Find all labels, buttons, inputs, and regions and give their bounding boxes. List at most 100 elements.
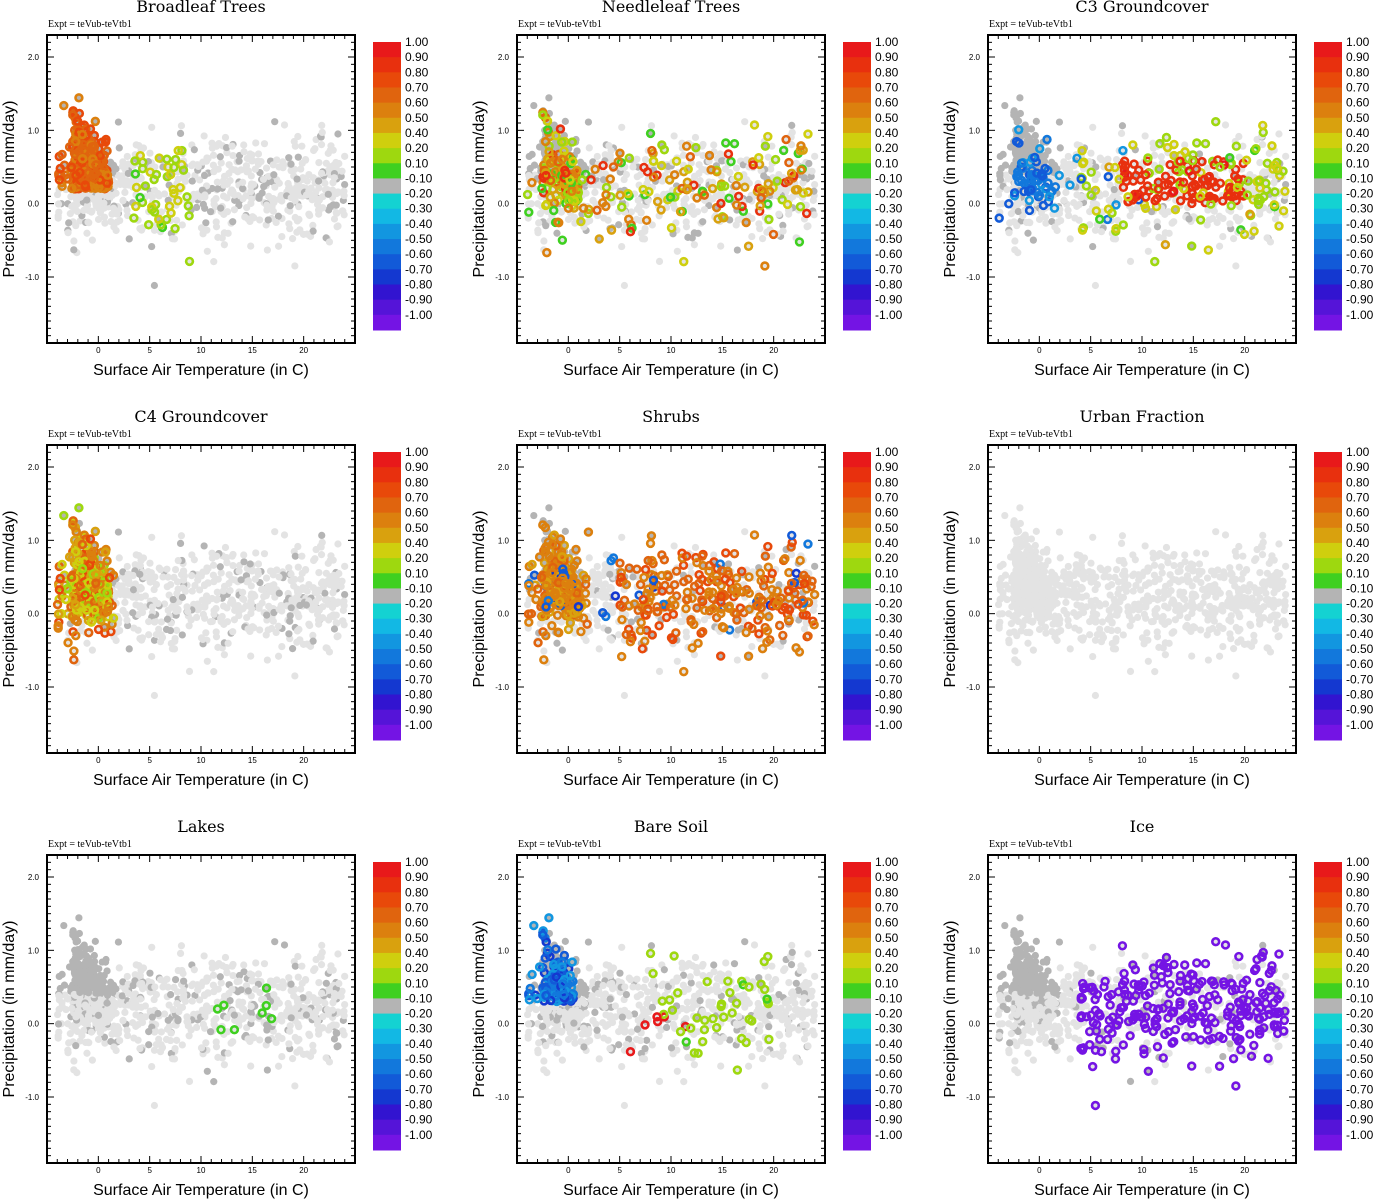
data-point [1282, 152, 1290, 160]
colorbar-label: -0.20 [405, 187, 433, 201]
data-point [545, 94, 553, 102]
data-point [213, 178, 221, 186]
data-point [119, 196, 127, 204]
data-point [157, 208, 165, 216]
colorbar-label: 0.20 [875, 141, 899, 155]
highlight-point [803, 187, 813, 197]
highlight-point [624, 153, 634, 163]
colorbar-swatch [373, 132, 401, 149]
data-point [83, 229, 91, 237]
data-point [1026, 219, 1034, 227]
highlight-point [623, 188, 633, 199]
highlight-point [545, 175, 556, 186]
highlight-point [733, 171, 744, 182]
highlight-point [764, 214, 774, 225]
highlight-point [80, 180, 90, 190]
x-tick-label: 20 [769, 346, 778, 355]
data-point [996, 176, 1004, 184]
data-point [287, 160, 295, 168]
data-point [327, 142, 335, 150]
data-point [641, 224, 649, 233]
data-point [200, 132, 208, 140]
data-point [997, 164, 1005, 173]
colorbar-swatch [843, 254, 871, 270]
data-point [247, 242, 255, 250]
highlight-point [795, 201, 806, 212]
data-point [123, 152, 131, 161]
highlight-point [683, 164, 693, 174]
data-point [586, 216, 594, 225]
data-point [265, 192, 273, 200]
data-point [295, 203, 303, 211]
colorbar-swatch [373, 87, 401, 104]
data-point [125, 235, 133, 243]
highlight-point [625, 227, 636, 237]
data-point [1013, 222, 1021, 230]
data-point [325, 238, 334, 246]
data-point [324, 190, 332, 198]
data-point [270, 171, 278, 179]
y-axis-label: Precipitation (in mm/day) [1, 101, 18, 278]
data-point [69, 202, 77, 211]
colorbar-swatch [373, 193, 401, 210]
x-tick-label: 0 [96, 346, 101, 355]
data-point [322, 159, 330, 167]
colorbar-label: 0.70 [405, 80, 429, 94]
data-point [734, 216, 742, 224]
colorbar-label: -0.50 [405, 232, 433, 246]
data-point [1004, 174, 1012, 183]
data-point [593, 152, 601, 161]
colorbar-label: -0.50 [875, 232, 903, 246]
y-tick-label: -1.0 [495, 273, 509, 282]
colorbar-label: 0.50 [405, 111, 429, 125]
data-point [673, 247, 681, 255]
highlight-point [70, 136, 81, 147]
data-point [709, 195, 717, 203]
experiment-label: Expt = teVub-teVtb1 [48, 19, 132, 30]
data-point [1066, 235, 1074, 243]
colorbar-swatch [843, 57, 871, 73]
colorbar: 1.000.900.800.700.600.500.400.200.10-0.1… [843, 35, 903, 331]
data-point [217, 159, 225, 167]
data-point [108, 210, 116, 218]
data-point [764, 153, 772, 161]
data-point [136, 224, 144, 233]
colorbar-label: 0.40 [405, 126, 429, 140]
colorbar-label: 0.90 [875, 50, 899, 64]
highlight-point [77, 154, 88, 164]
data-point [72, 222, 80, 230]
data-point [221, 133, 230, 142]
data-point [758, 235, 767, 243]
highlight-point [669, 170, 680, 180]
data-point [191, 171, 199, 180]
data-point [244, 215, 252, 223]
data-point [1104, 155, 1112, 163]
data-point [275, 179, 283, 187]
highlight-point [183, 201, 194, 211]
highlight-point [170, 223, 180, 234]
data-point [591, 188, 599, 196]
data-point [1232, 262, 1240, 270]
data-point [648, 221, 656, 229]
data-point [302, 191, 311, 199]
data-point [788, 121, 796, 130]
highlight-point [549, 205, 559, 216]
data-point [209, 161, 217, 169]
highlight-point [638, 184, 648, 195]
data-point [250, 214, 258, 222]
data-point [694, 229, 702, 237]
data-point [995, 200, 1004, 208]
data-point [305, 171, 313, 179]
data-point [1016, 109, 1024, 118]
data-point [1185, 215, 1193, 223]
data-point [297, 165, 305, 173]
data-point [101, 219, 109, 227]
x-tick-label: 20 [299, 346, 308, 355]
colorbar-label: -0.90 [875, 293, 903, 307]
highlight-point [590, 164, 600, 175]
colorbar-swatch [843, 163, 871, 179]
data-point [287, 194, 295, 202]
highlight-point [608, 162, 619, 172]
data-point [811, 181, 819, 189]
data-point [1003, 185, 1011, 194]
